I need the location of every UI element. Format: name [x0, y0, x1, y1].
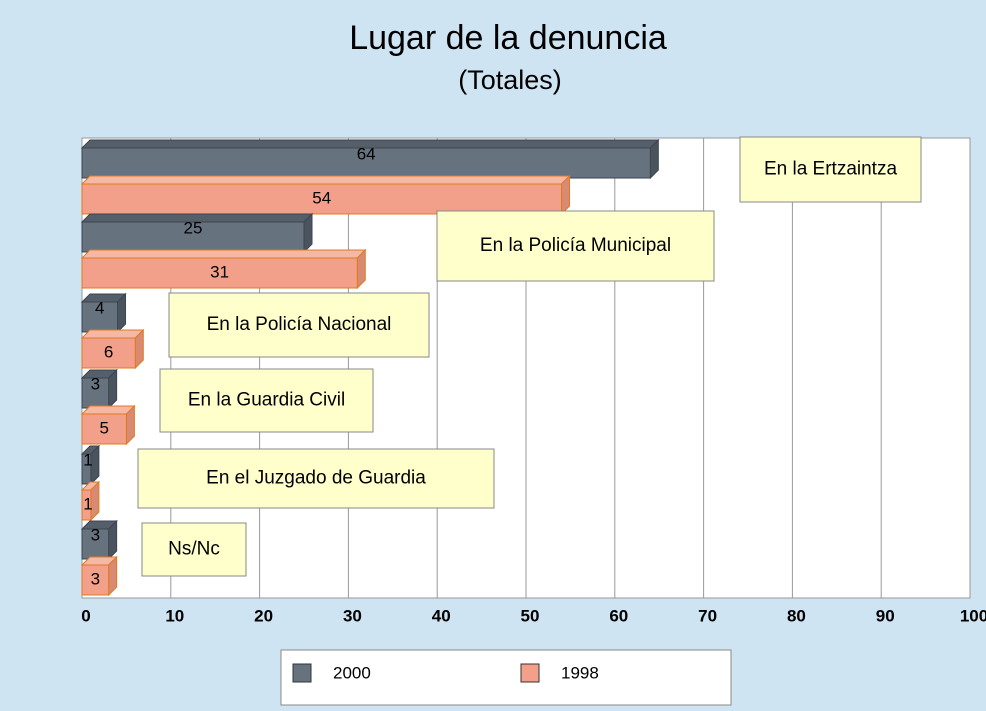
- category-label: Ns/Nc: [168, 539, 220, 560]
- value-label: 64: [357, 144, 376, 163]
- value-label: 31: [210, 262, 229, 281]
- category-label: En la Policía Municipal: [480, 235, 671, 256]
- bar: [81, 413, 127, 445]
- bar: [81, 337, 136, 369]
- category-box: [159, 368, 374, 433]
- value-label: 54: [312, 188, 331, 207]
- bar-top: [80, 405, 136, 415]
- bar: [81, 489, 92, 521]
- legend-label: 2000: [333, 663, 371, 682]
- value-label: 1: [83, 494, 92, 513]
- bar: [81, 183, 563, 215]
- value-label: 3: [91, 374, 100, 393]
- value-label: 1: [83, 450, 92, 469]
- x-tick-label: 30: [343, 606, 362, 625]
- x-tick-label: 40: [432, 606, 451, 625]
- category-box: [141, 522, 247, 577]
- x-tick-label: 90: [876, 606, 895, 625]
- legend-swatch: [292, 663, 312, 683]
- x-tick-label: 60: [609, 606, 628, 625]
- category-label: En la Ertzaintza: [764, 159, 897, 180]
- bar: [81, 301, 119, 333]
- value-label: 25: [184, 218, 203, 237]
- chart-title: Lugar de la denuncia: [349, 19, 667, 57]
- bar: [81, 147, 651, 179]
- bar: [81, 564, 110, 596]
- x-tick-label: 20: [254, 606, 273, 625]
- chart-subtitle: (Totales): [458, 65, 562, 95]
- value-label: 3: [91, 525, 100, 544]
- category-label: En el Juzgado de Guardia: [206, 468, 426, 489]
- x-tick-label: 10: [165, 606, 184, 625]
- category-box: [168, 292, 430, 358]
- legend-label: 1998: [561, 663, 599, 682]
- category-label: En la Policía Nacional: [207, 314, 392, 335]
- legend: [280, 649, 732, 706]
- bar: [81, 221, 305, 253]
- value-label: 6: [104, 342, 113, 361]
- category-box: [137, 448, 495, 509]
- value-label: 5: [99, 418, 108, 437]
- x-tick-label: 0: [81, 606, 90, 625]
- value-label: 4: [95, 298, 104, 317]
- bar: [81, 257, 358, 289]
- x-tick-label: 50: [521, 606, 540, 625]
- category-box: [739, 136, 922, 203]
- bar-top: [80, 329, 145, 339]
- x-tick-label: 100: [960, 606, 986, 625]
- category-label: En la Guardia Civil: [188, 390, 345, 411]
- x-tick-label: 80: [787, 606, 806, 625]
- value-label: 3: [91, 569, 100, 588]
- bar-top: [80, 175, 571, 185]
- bar-top: [80, 249, 367, 259]
- bar: [81, 528, 110, 560]
- category-box: [436, 210, 715, 282]
- legend-swatch: [520, 663, 540, 683]
- x-tick-label: 70: [698, 606, 717, 625]
- bar: [81, 377, 110, 409]
- bar: [81, 453, 92, 485]
